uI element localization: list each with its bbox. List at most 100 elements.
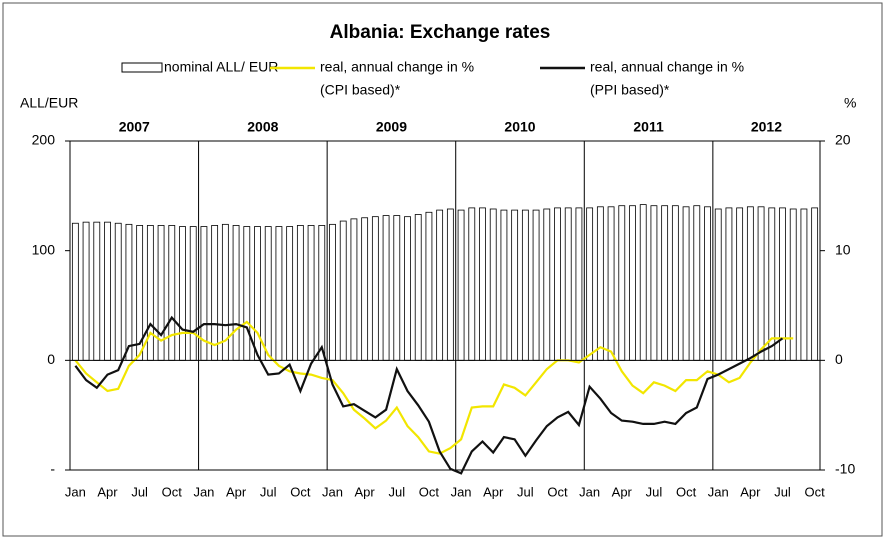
bar — [457, 209, 465, 361]
year-label: 2010 — [504, 119, 535, 135]
bar — [254, 226, 261, 361]
bar — [232, 225, 240, 361]
bar — [500, 209, 508, 361]
bar — [682, 206, 690, 361]
bar — [71, 222, 79, 361]
x-tick-label: Apr — [483, 484, 504, 499]
bar — [564, 207, 572, 361]
x-tick-label: Oct — [676, 484, 697, 499]
bar — [125, 223, 133, 361]
legend-label: real, annual change in % — [590, 59, 744, 75]
y-tick-label: - — [50, 461, 55, 477]
bar — [393, 215, 401, 361]
bar — [104, 221, 111, 361]
x-tick-label: Oct — [805, 484, 826, 499]
bar — [329, 223, 336, 361]
bar — [704, 206, 711, 361]
x-tick-label: Jan — [579, 484, 600, 499]
bar — [746, 206, 754, 361]
bar — [446, 208, 454, 361]
bar — [629, 205, 636, 361]
legend-swatch — [121, 62, 163, 73]
bar — [114, 222, 122, 361]
y2-tick-label: 20 — [835, 132, 851, 148]
y-tick-label: 200 — [32, 132, 56, 148]
bar — [596, 206, 604, 361]
bar — [725, 207, 733, 361]
bar — [371, 216, 379, 361]
bar — [800, 208, 808, 361]
x-tick-label: Jul — [774, 484, 791, 499]
bar — [618, 205, 626, 361]
bar — [639, 204, 647, 361]
bar — [275, 226, 283, 361]
bar — [339, 220, 347, 361]
bar — [671, 205, 679, 361]
y2-tick-label: 0 — [835, 351, 843, 367]
bar — [521, 209, 529, 361]
bar — [146, 225, 154, 361]
bar — [382, 215, 390, 361]
x-tick-label: Jan — [65, 484, 86, 499]
y2-axis-label: % — [844, 95, 856, 111]
bar — [425, 211, 433, 361]
y2-tick-label: 10 — [835, 241, 851, 257]
bar — [307, 225, 315, 361]
bar — [554, 207, 561, 361]
x-tick-label: Jul — [388, 484, 405, 499]
bar — [468, 207, 476, 361]
bar — [714, 208, 722, 361]
bar — [607, 206, 615, 361]
bar — [350, 218, 358, 361]
bar — [404, 216, 411, 361]
legend-label: real, annual change in % — [320, 59, 474, 75]
line — [74, 315, 784, 475]
bar — [179, 226, 186, 361]
bar — [436, 209, 444, 361]
x-tick-label: Jan — [451, 484, 472, 499]
x-tick-label: Apr — [355, 484, 376, 499]
x-tick-label: Apr — [97, 484, 118, 499]
bar — [586, 207, 594, 361]
x-tick-label: Oct — [290, 484, 311, 499]
y-axis-label: ALL/EUR — [20, 95, 78, 111]
legend-note: (PPI based)* — [590, 82, 670, 98]
y2-tick-label: -10 — [835, 461, 855, 477]
year-label: 2009 — [376, 119, 407, 135]
bar — [489, 208, 497, 361]
x-tick-label: Oct — [419, 484, 440, 499]
bar — [414, 214, 422, 361]
plot-area — [69, 140, 821, 471]
x-tick-label: Jul — [260, 484, 277, 499]
bar — [211, 225, 219, 361]
x-tick-label: Jan — [708, 484, 729, 499]
x-tick-label: Apr — [612, 484, 633, 499]
bar — [511, 209, 519, 361]
bar — [479, 207, 486, 361]
bar — [532, 209, 540, 361]
legend-label: nominal ALL/ EUR — [164, 59, 278, 75]
x-tick-label: Jul — [517, 484, 534, 499]
bar — [661, 205, 669, 361]
x-tick-label: Jul — [646, 484, 663, 499]
legend-note: (CPI based)* — [320, 82, 401, 98]
bar — [286, 226, 294, 361]
bar — [168, 225, 176, 361]
bar — [264, 226, 272, 361]
x-tick-label: Apr — [226, 484, 247, 499]
bar — [93, 221, 101, 361]
bar — [82, 221, 90, 361]
bar — [189, 226, 197, 361]
bar — [296, 225, 304, 361]
bar — [650, 205, 658, 361]
x-tick-label: Jan — [322, 484, 343, 499]
chart-title: Albania: Exchange rates — [330, 22, 551, 43]
bar — [811, 207, 819, 361]
x-tick-label: Apr — [740, 484, 761, 499]
x-tick-label: Oct — [162, 484, 183, 499]
bar — [543, 208, 551, 361]
bar — [693, 205, 701, 361]
x-tick-label: Jul — [131, 484, 148, 499]
x-tick-label: Jan — [193, 484, 214, 499]
